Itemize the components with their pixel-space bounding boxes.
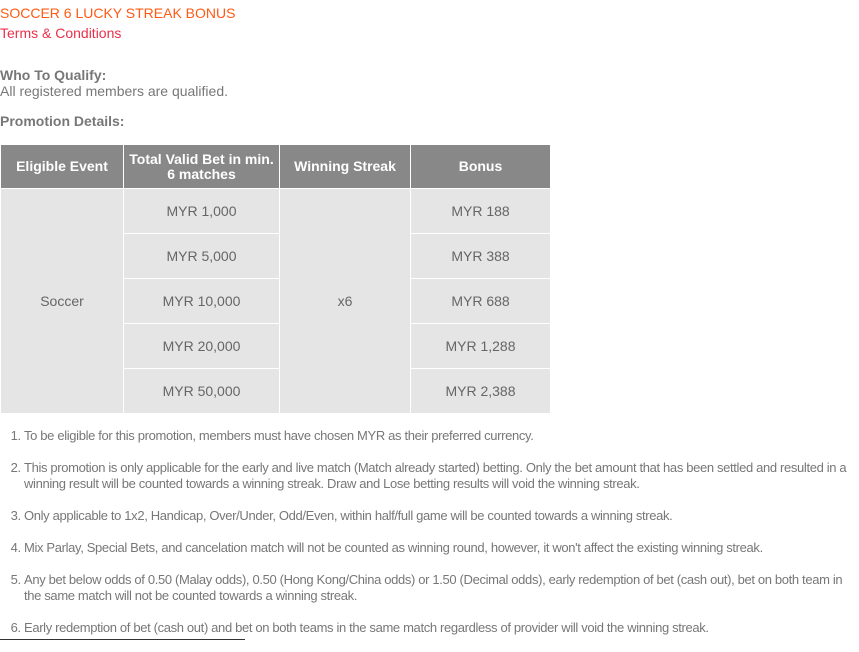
term-item: Mix Parlay, Special Bets, and cancelatio… [24,540,854,556]
divider [0,639,245,640]
header-bonus: Bonus [410,144,551,189]
bonus-cell: MYR 688 [410,278,551,324]
term-item: To be eligible for this promotion, membe… [24,428,854,444]
table-row: MYR 50,000 MYR 2,388 [1,368,551,414]
details-heading: Promotion Details: [0,113,125,129]
bet-cell: MYR 10,000 [123,278,280,324]
promotion-table: Eligible Event Total Valid Bet in min. 6… [0,144,551,414]
promo-title: SOCCER 6 LUCKY STREAK BONUS [0,5,236,21]
bonus-cell: MYR 1,288 [410,323,551,369]
table-row: MYR 20,000 MYR 1,288 [1,323,551,369]
event-cell: Soccer [0,188,124,414]
header-winning-streak: Winning Streak [279,144,411,189]
header-total-valid-bet: Total Valid Bet in min. 6 matches [123,144,280,189]
table-header-row: Eligible Event Total Valid Bet in min. 6… [0,144,551,189]
bet-cell: MYR 50,000 [123,368,280,414]
terms-list: To be eligible for this promotion, membe… [0,428,854,652]
bonus-cell: MYR 388 [410,233,551,279]
table-row: MYR 10,000 MYR 688 [1,278,551,324]
bet-cell: MYR 5,000 [123,233,280,279]
bonus-cell: MYR 2,388 [410,368,551,414]
bonus-cell: MYR 188 [410,188,551,234]
header-eligible-event: Eligible Event [0,144,124,189]
term-item: Early redemption of bet (cash out) and b… [24,620,854,636]
bet-cell: MYR 20,000 [123,323,280,369]
table-row: Soccer MYR 1,000 x6 MYR 188 [0,188,551,414]
terms-conditions-link[interactable]: Terms & Conditions [0,25,122,41]
table-row: MYR 5,000 MYR 388 [1,233,551,279]
qualify-heading: Who To Qualify: [0,67,107,83]
term-item: This promotion is only applicable for th… [24,460,854,492]
bet-cell: MYR 1,000 [123,188,280,234]
qualify-text: All registered members are qualified. [0,83,228,99]
term-item: Any bet below odds of 0.50 (Malay odds),… [24,572,854,604]
term-item: Only applicable to 1x2, Handicap, Over/U… [24,508,854,524]
streak-cell: x6 [279,188,411,414]
